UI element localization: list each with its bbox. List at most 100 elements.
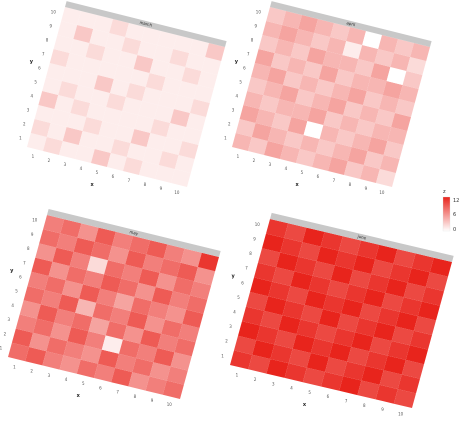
heatmap-cell: [235, 119, 256, 137]
heatmap-cell: [303, 121, 324, 139]
heatmap-cell: [327, 97, 347, 115]
heatmap-cell: [174, 338, 196, 357]
x-tick-label: 9: [381, 407, 384, 412]
heatmap-cell: [169, 49, 190, 67]
heatmap-cell: [161, 77, 182, 95]
heatmap-cell: [371, 123, 392, 141]
x-tick-label: 10: [174, 190, 180, 195]
heatmap-cell: [295, 89, 315, 107]
heatmap-cell: [314, 19, 334, 37]
y-tick-label: 1: [221, 353, 224, 358]
heatmap-cell: [283, 71, 303, 89]
facet-strip-label: april: [346, 20, 356, 27]
heatmap-cell: [326, 37, 347, 55]
heatmap-cell: [362, 31, 382, 49]
y-tick-label: 7: [245, 266, 248, 271]
heatmap-cell: [111, 231, 133, 251]
heatmap-cell: [105, 33, 126, 51]
heatmap-cell: [190, 281, 212, 300]
heatmap-cell: [260, 310, 283, 330]
heatmap-cell: [346, 27, 366, 45]
heatmap-cell: [381, 292, 404, 312]
heatmap-cell: [155, 272, 177, 292]
heatmap-cell: [375, 109, 395, 127]
heatmap-cell: [54, 308, 76, 327]
heatmap-cell: [312, 261, 335, 280]
heatmap-cell: [90, 89, 110, 107]
heatmap-cell: [43, 215, 65, 234]
y-tick-label: 6: [241, 280, 244, 285]
heatmap-cell: [347, 347, 370, 366]
y-axis-title: y: [30, 59, 34, 65]
heatmap-cell: [101, 335, 123, 354]
heatmap-cell: [137, 41, 158, 59]
heatmap-cell: [151, 287, 173, 306]
heatmap-cell: [343, 361, 366, 381]
heatmap-cell: [377, 307, 400, 327]
heatmap-cell: [102, 107, 123, 125]
heatmap-cell: [109, 307, 131, 326]
legend-tick-high: 12: [453, 198, 459, 204]
heatmap-cell: [76, 359, 98, 378]
heatmap-cell: [316, 246, 339, 266]
y-axis-title: y: [235, 59, 239, 65]
x-tick-label: 7: [116, 390, 119, 395]
heatmap-cell: [138, 101, 158, 119]
x-tick-label: 6: [99, 385, 102, 390]
heatmap-cell: [279, 85, 299, 103]
heatmap-cell: [262, 233, 285, 253]
heatmap-cell: [403, 282, 426, 302]
y-tick-label: 1: [19, 136, 22, 141]
heatmap-cell: [379, 370, 402, 390]
x-tick-label: 8: [144, 182, 147, 187]
heatmap-cell: [306, 353, 329, 372]
heatmap-cell: [178, 141, 199, 159]
heatmap-cell: [174, 155, 195, 173]
heatmap-cell: [189, 39, 209, 57]
heatmap-cell: [286, 57, 307, 75]
heatmap-cell: [361, 365, 384, 385]
heatmap-cell: [283, 131, 304, 149]
heatmap-cell: [359, 303, 382, 323]
heatmap-cell: [56, 233, 78, 252]
heatmap-cell: [133, 55, 154, 73]
y-tick-label: 9: [50, 24, 53, 29]
heatmap-cell: [360, 165, 380, 183]
heatmap-cell: [338, 236, 361, 256]
x-tick-label: 2: [254, 377, 257, 382]
heatmap-cell: [201, 57, 222, 75]
heatmap-cell: [89, 29, 110, 47]
heatmap-cell: [411, 253, 434, 273]
y-tick-label: 2: [23, 122, 26, 127]
heatmap-cell: [113, 292, 135, 312]
y-tick-label: 5: [15, 289, 18, 294]
heatmap-cell: [40, 290, 62, 309]
heatmap-cell: [341, 298, 364, 318]
heatmap-cell: [75, 145, 95, 163]
heatmap-cell: [65, 266, 87, 285]
x-tick-label: 1: [32, 154, 35, 159]
heatmap-cell: [170, 352, 192, 371]
heatmap-cell: [126, 311, 148, 330]
heatmap-cell: [322, 294, 345, 314]
heatmap-cell: [409, 330, 432, 350]
heatmap-cell: [405, 345, 428, 365]
heatmap-cell: [287, 117, 308, 135]
heatmap-cell: [53, 35, 74, 53]
x-tick-label: 6: [327, 394, 330, 399]
heatmap-cell: [375, 384, 398, 404]
heatmap-cell: [350, 73, 371, 91]
heatmap-cell: [386, 67, 407, 85]
heatmap-cell: [104, 260, 126, 279]
y-tick-label: 3: [232, 108, 235, 113]
heatmap-cell: [50, 109, 71, 127]
heatmap-cell: [77, 11, 97, 29]
heatmap-cell: [162, 380, 184, 399]
y-tick-label: 1: [0, 346, 3, 351]
heatmap-cell: [30, 119, 51, 137]
heatmap-cell: [349, 269, 372, 289]
heatmap-cell: [29, 332, 51, 352]
heatmap-cell: [274, 39, 295, 57]
heatmap-cell: [158, 151, 179, 169]
heatmap-cell: [331, 143, 352, 161]
